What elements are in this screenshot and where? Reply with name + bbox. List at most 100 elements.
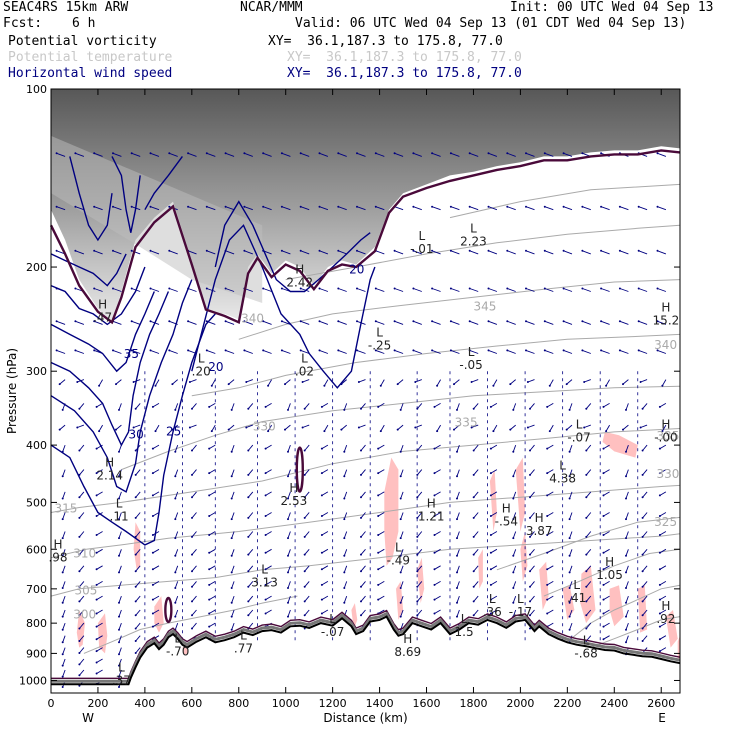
wind-vector-head-392 bbox=[399, 497, 402, 500]
wind-vector-head-611 bbox=[602, 534, 605, 536]
wind-vector-head-475 bbox=[472, 585, 475, 588]
wind-vector-head-424 bbox=[431, 320, 434, 323]
wind-vector-40 bbox=[79, 565, 85, 572]
wind-vector-head-82 bbox=[118, 408, 120, 411]
wind-vector-548 bbox=[546, 512, 554, 517]
wind-vector-140 bbox=[152, 609, 160, 614]
wind-vector-head-502 bbox=[506, 349, 509, 352]
wind-vector-head-249 bbox=[262, 320, 265, 323]
wind-vector-210 bbox=[225, 349, 235, 354]
wind-vector-head-109 bbox=[134, 449, 137, 452]
theta-contour-9 bbox=[566, 584, 681, 643]
wind-vector-319 bbox=[321, 565, 329, 570]
wind-vector-80 bbox=[112, 349, 122, 354]
pv-shade-patch-18 bbox=[665, 610, 678, 648]
x-tick-label-4: 800 bbox=[228, 697, 249, 710]
wind-vector-head-647 bbox=[639, 381, 642, 383]
pv-loop-low bbox=[164, 596, 173, 624]
wind-vector-617 bbox=[603, 622, 610, 627]
wind-vector-135 bbox=[152, 531, 160, 536]
wind-vector-314 bbox=[321, 469, 329, 474]
wind-vector-head-477 bbox=[472, 614, 475, 617]
wind-vector-head-573 bbox=[568, 601, 571, 604]
wind-vector-131 bbox=[152, 444, 160, 449]
wind-vector-227 bbox=[244, 250, 253, 255]
wind-vector-head-354 bbox=[360, 516, 362, 519]
wind-vector-head-442 bbox=[449, 287, 452, 290]
wind-vector-388 bbox=[400, 403, 404, 411]
wind-vector-106 bbox=[133, 379, 141, 383]
hl-letter-28: L bbox=[583, 634, 590, 648]
theta-label-7: 340 bbox=[241, 311, 264, 325]
wind-vector-head-431 bbox=[433, 494, 436, 497]
wind-vector-head-185 bbox=[205, 205, 208, 208]
wind-vector-310 bbox=[324, 379, 329, 386]
wind-vector-609 bbox=[603, 491, 610, 496]
wind-vector-421 bbox=[431, 206, 441, 211]
wind-vector-head-421 bbox=[431, 205, 434, 208]
theta-label-11: 345 bbox=[473, 300, 496, 314]
x-tick-label-12: 2400 bbox=[600, 697, 628, 710]
wind-vector-380 bbox=[377, 609, 385, 614]
wind-vector-30 bbox=[75, 349, 85, 354]
wind-vector-head-290 bbox=[301, 381, 304, 383]
wind-vector-344 bbox=[356, 250, 366, 255]
wind-vector-head-667 bbox=[656, 320, 659, 323]
wind-vector-128 bbox=[155, 379, 160, 386]
hl-letter-20: H bbox=[605, 555, 614, 569]
wind-vector-368 bbox=[380, 379, 385, 386]
pv-shade-patch-0 bbox=[76, 610, 85, 648]
wind-vector-478 bbox=[488, 152, 498, 157]
wind-vector-668 bbox=[657, 349, 667, 354]
wind-vector-369 bbox=[377, 403, 385, 408]
wind-vector-head-449 bbox=[456, 475, 458, 478]
wind-vector-head-561 bbox=[562, 349, 565, 352]
wind-vector-626 bbox=[625, 403, 629, 411]
x-tick-label-11: 2200 bbox=[553, 697, 581, 710]
wind-vector-677 bbox=[659, 548, 667, 554]
wind-vector-head-101 bbox=[130, 205, 133, 208]
theta-label-2: 310 bbox=[73, 547, 96, 561]
wind-vector-head-47 bbox=[78, 663, 81, 666]
wind-vector-240 bbox=[247, 565, 254, 572]
wind-vector-head-292 bbox=[301, 426, 304, 429]
wind-vector-head-389 bbox=[396, 428, 399, 431]
hl-letter-1: L bbox=[174, 631, 181, 645]
wind-vector-head-480 bbox=[487, 249, 490, 252]
wind-vector-201 bbox=[208, 595, 216, 600]
wind-vector-head-125 bbox=[149, 287, 152, 290]
wind-vector-496 bbox=[490, 609, 498, 614]
wind-vector-411 bbox=[416, 469, 423, 476]
wind-vector-head-33 bbox=[76, 426, 79, 429]
wind-vector-head-533 bbox=[529, 600, 531, 603]
wind-vector-head-268 bbox=[280, 287, 283, 290]
wind-vector-head-16 bbox=[61, 587, 64, 589]
wind-vector-head-170 bbox=[191, 407, 193, 410]
wind-vector-549 bbox=[546, 531, 554, 536]
wind-vector-407 bbox=[415, 379, 422, 383]
wind-vector-62 bbox=[96, 512, 103, 517]
wind-vector-78 bbox=[112, 288, 122, 292]
wind-vector-162 bbox=[174, 622, 179, 630]
wind-vector-head-521 bbox=[525, 349, 527, 352]
wind-vector-189 bbox=[206, 349, 216, 354]
wind-vector-611 bbox=[603, 531, 610, 536]
wind-vector-head-618 bbox=[602, 638, 605, 641]
wind-vector-466 bbox=[473, 403, 479, 409]
wind-vector-376 bbox=[377, 548, 385, 554]
wind-vector-head-98 bbox=[118, 675, 120, 678]
wind-vector-head-672 bbox=[658, 447, 661, 450]
wind-vector-226 bbox=[244, 206, 253, 211]
wind-vector-head-1 bbox=[55, 205, 58, 208]
y-tick-label-4: 500 bbox=[26, 496, 47, 509]
wind-vector-head-277 bbox=[287, 518, 289, 521]
wind-contour-5 bbox=[50, 253, 127, 287]
wind-vector-head-678 bbox=[658, 568, 661, 571]
theta-label-1: 305 bbox=[74, 583, 97, 597]
wind-vector-head-103 bbox=[130, 287, 133, 290]
hl-letter-0: L bbox=[118, 660, 125, 674]
wind-vector-490 bbox=[490, 512, 498, 517]
wind-vector-head-586 bbox=[585, 449, 588, 452]
wind-contour-6 bbox=[191, 224, 376, 389]
wind-vector-head-584 bbox=[585, 407, 588, 410]
